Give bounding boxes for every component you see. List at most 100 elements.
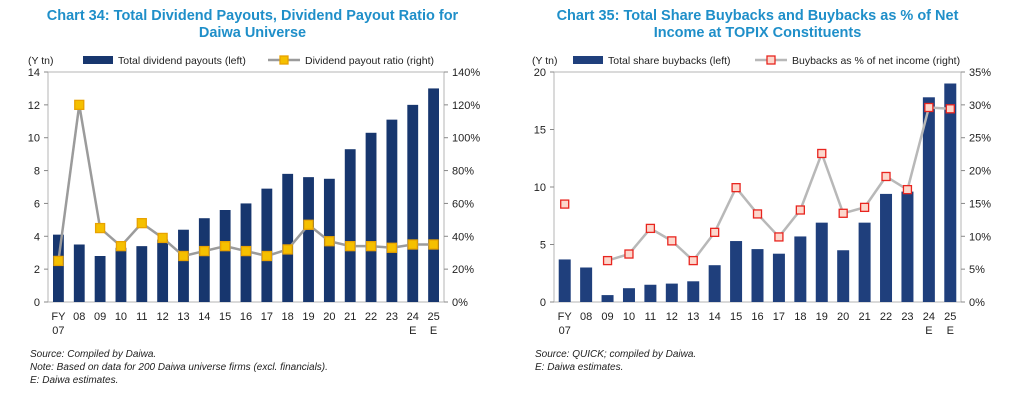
x-axis-tick-label: 13 [177,311,189,323]
series-line-segment [78,104,102,229]
series-marker [157,232,168,244]
bar [644,284,657,302]
series-marker [94,222,106,234]
series-marker [240,245,252,257]
x-axis-tick-sublabel: E [409,325,416,337]
bar [580,267,593,302]
right-axis-tick-label: 15% [969,198,991,210]
series-marker [795,205,805,215]
data-note: Note: Based on data for 200 Daiwa univer… [30,362,328,373]
chart-title-line-1: Chart 35: Total Share Buybacks and Buyba… [556,8,959,24]
x-axis-tick-label: 22 [880,311,892,323]
bar [94,256,106,302]
x-axis-tick-label: 19 [816,311,828,323]
legend-label-bar: Total share buybacks (left) [608,55,731,67]
bar [365,132,377,302]
right-axis-tick-label: 5% [969,264,985,276]
series-marker [53,255,64,267]
series-marker [710,227,720,237]
x-axis-tick-label: 14 [198,311,210,323]
bar [178,229,189,302]
bar [136,246,148,302]
series-marker [282,244,293,255]
left-axis-tick-label: 14 [28,67,40,79]
bar [261,188,273,302]
x-axis-tick-label: 25 [427,311,439,323]
bar [922,97,935,302]
left-axis-tick-label: 20 [534,67,546,79]
bar [303,177,314,302]
chart-title-line-1: Chart 34: Total Dividend Payouts, Divide… [46,8,459,24]
x-axis-tick-label: 10 [623,311,635,323]
bar [944,83,957,302]
estimate-note: E: Daiwa estimates. [30,375,119,386]
series-marker [602,255,613,266]
chart-35-plot: 0 5 10 15 20 0% 5% 10% 15% 20% 25% 30% 35% (Y tn) FY 07… [532,55,991,337]
bar [794,236,807,302]
bar [344,149,356,302]
chart-34-panel: Chart 34: Total Dividend Payouts, Divide… [28,8,481,386]
right-axis-tick-label: 10% [969,231,991,243]
series-marker [731,183,741,193]
bar [815,222,828,302]
series-marker [386,242,398,253]
x-axis-tick-label: 18 [282,311,294,323]
x-axis-tick-label: FY [51,311,66,323]
bar [901,191,914,302]
series-line-segment [713,187,738,233]
legend-swatch-marker [766,55,776,65]
bar [772,253,785,302]
left-axis-tick-label: 8 [34,166,40,178]
left-axis-unit-label: (Y tn) [532,55,557,67]
bar [601,295,614,302]
x-axis-tick-label: 13 [687,311,699,323]
series-marker [645,223,656,234]
x-axis-tick-label: 20 [837,311,849,323]
bar [407,104,419,302]
series-marker [774,232,784,242]
bar [687,281,700,302]
x-axis-tick-label: FY [558,311,573,323]
chart-title-line-2: Income at TOPIX Constituents [653,25,862,41]
series-line-segment [692,231,716,262]
x-axis-tick-label: 17 [261,311,273,323]
series-marker [345,240,356,252]
chart-title-line-2: Daiwa Universe [198,25,307,41]
x-axis-tick-label: 18 [794,311,806,323]
left-axis-tick-label: 6 [34,198,40,210]
bar [665,283,678,302]
estimate-note: E: Daiwa estimates. [535,362,624,373]
bar [428,88,439,302]
bar [730,241,743,302]
series-line-segment [799,153,823,211]
left-axis-tick-label: 0 [540,297,546,309]
x-axis-tick-label: 23 [386,311,398,323]
x-axis-tick-label: 15 [730,311,742,323]
left-axis-unit-label: (Y tn) [28,55,53,67]
x-axis-tick-label: 16 [240,311,252,323]
x-axis-tick-sublabel: 07 [52,325,64,337]
series-marker [881,171,891,182]
left-axis-tick-label: 10 [534,182,546,194]
x-axis-tick-label: 12 [666,311,678,323]
x-axis-tick-label: 24 [407,311,419,323]
right-axis-tick-label: 0% [452,297,468,309]
x-axis-tick-label: 09 [601,311,613,323]
bar [386,119,398,303]
x-axis-tick-label: 08 [580,311,592,323]
legend-label-line: Dividend payout ratio (right) [305,55,434,67]
series-marker [220,240,231,252]
legend-swatch-bar [83,56,113,64]
x-axis-tick-label: 24 [923,311,935,323]
series-marker [136,217,147,229]
series-marker [324,236,335,247]
x-axis-tick-label: 17 [773,311,785,323]
x-axis-tick-label: 21 [344,311,356,323]
x-axis-tick-label: 23 [901,311,913,323]
series-marker [624,249,634,259]
legend-label-line: Buybacks as % of net income (right) [792,55,960,67]
right-axis-tick-label: 100% [452,133,480,145]
right-axis-tick-label: 0% [969,297,985,309]
left-axis-tick-label: 15 [534,125,546,137]
left-axis-tick-label: 2 [34,264,40,276]
